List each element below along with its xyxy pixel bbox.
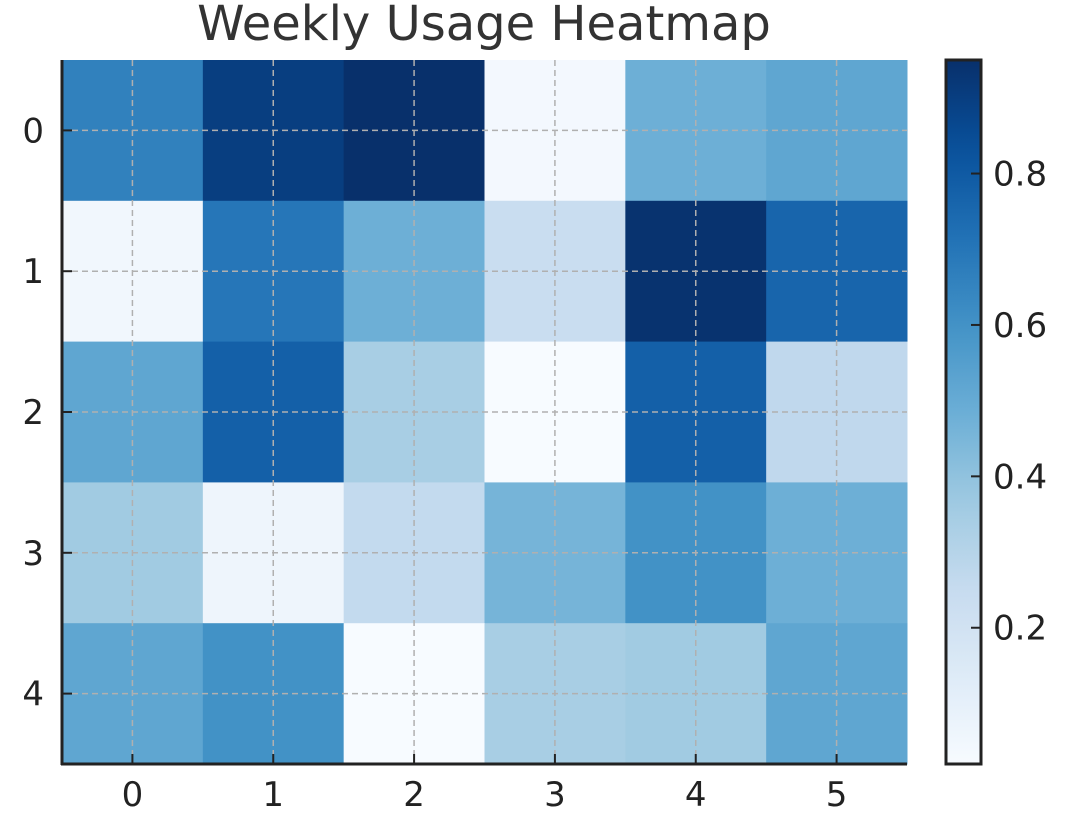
x-tick-label: 3 — [544, 775, 566, 815]
chart-title: Weekly Usage Heatmap — [197, 0, 771, 52]
colorbar-tick-label: 0.8 — [993, 155, 1047, 195]
x-tick-label: 2 — [403, 775, 425, 815]
y-tick-label: 0 — [22, 111, 44, 151]
y-tick-label: 4 — [22, 675, 44, 715]
grid-lines — [62, 60, 907, 764]
colorbar-tick-label: 0.4 — [993, 457, 1047, 497]
colorbar-tick-label: 0.2 — [993, 609, 1047, 649]
x-tick-label: 1 — [262, 775, 284, 815]
colorbar-tick-label: 0.6 — [993, 306, 1047, 346]
x-axis: 0 1 2 3 4 5 — [122, 754, 848, 815]
x-tick-label: 0 — [122, 775, 144, 815]
y-axis: 0 1 2 3 4 — [22, 111, 72, 715]
colorbar: 0.2 0.4 0.6 0.8 — [944, 58, 1047, 766]
x-tick-label: 5 — [826, 775, 848, 815]
y-tick-label: 2 — [22, 393, 44, 433]
x-tick-label: 4 — [685, 775, 707, 815]
colorbar-gradient — [944, 58, 983, 766]
y-tick-label: 1 — [22, 252, 44, 292]
y-tick-label: 3 — [22, 534, 44, 574]
